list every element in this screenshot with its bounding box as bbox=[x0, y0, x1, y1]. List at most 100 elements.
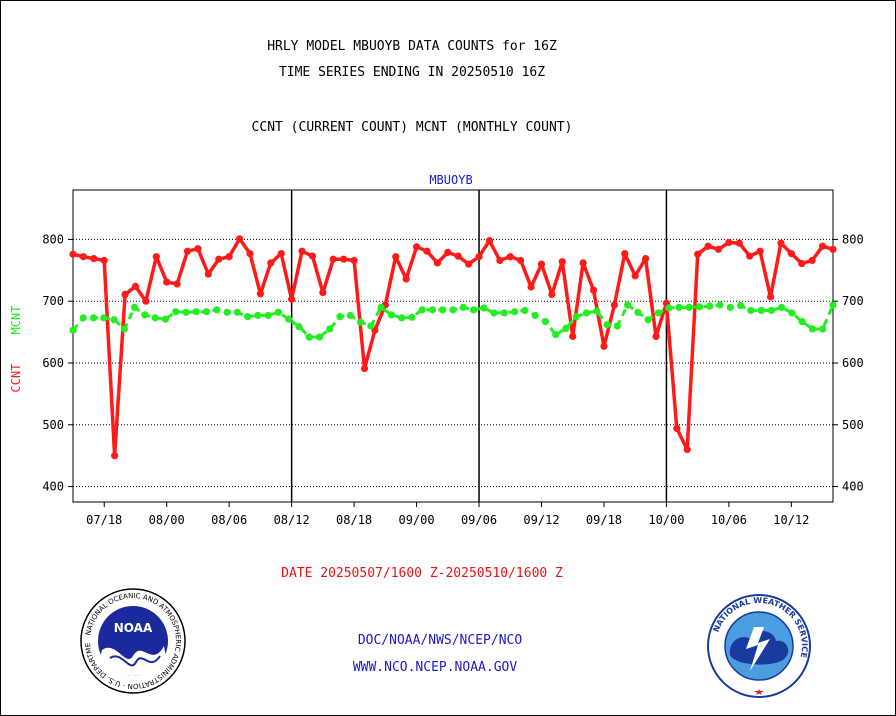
data-point-ccnt bbox=[454, 252, 462, 260]
data-point-ccnt bbox=[90, 254, 98, 263]
data-point-ccnt bbox=[808, 256, 816, 265]
data-point-mcnt bbox=[182, 308, 190, 316]
data-point-ccnt bbox=[548, 290, 556, 299]
data-point-ccnt bbox=[777, 239, 785, 247]
data-point-ccnt bbox=[79, 253, 88, 261]
data-point-ccnt bbox=[235, 235, 244, 243]
data-point-ccnt bbox=[579, 259, 587, 267]
data-point-mcnt bbox=[511, 308, 519, 316]
data-point-mcnt bbox=[315, 333, 324, 341]
data-point-ccnt bbox=[631, 272, 639, 280]
data-point-mcnt bbox=[572, 313, 580, 321]
data-point-mcnt bbox=[120, 325, 128, 333]
data-point-mcnt bbox=[480, 304, 488, 312]
y-tick-label-left: 600 bbox=[42, 356, 64, 370]
data-point-mcnt bbox=[254, 311, 262, 320]
data-point-mcnt bbox=[285, 315, 293, 323]
data-point-ccnt bbox=[246, 250, 254, 258]
plot-frame bbox=[72, 189, 834, 503]
data-point-mcnt bbox=[243, 313, 252, 321]
data-point-mcnt bbox=[264, 311, 272, 320]
data-point-mcnt bbox=[562, 324, 570, 332]
x-tick-label: 09/12 bbox=[523, 513, 559, 527]
data-point-ccnt bbox=[183, 247, 192, 255]
data-point-ccnt bbox=[496, 256, 504, 265]
x-tick-label: 10/12 bbox=[773, 513, 809, 527]
data-point-ccnt bbox=[465, 260, 473, 268]
data-point-ccnt bbox=[787, 250, 795, 258]
data-point-ccnt bbox=[152, 253, 160, 261]
data-point-ccnt bbox=[121, 290, 129, 299]
data-point-mcnt bbox=[541, 317, 550, 326]
data-point-mcnt bbox=[644, 316, 652, 324]
data-point-mcnt bbox=[69, 326, 77, 334]
data-point-ccnt bbox=[100, 256, 108, 265]
x-tick-label: 07/18 bbox=[86, 513, 122, 527]
data-point-ccnt bbox=[558, 258, 566, 266]
data-point-mcnt bbox=[634, 308, 642, 316]
data-point-ccnt bbox=[402, 275, 410, 283]
data-point-mcnt bbox=[367, 322, 375, 330]
data-point-ccnt bbox=[569, 332, 577, 341]
data-point-mcnt bbox=[767, 306, 775, 315]
data-point-mcnt bbox=[439, 306, 447, 314]
data-point-ccnt bbox=[506, 253, 514, 261]
date-range-label: DATE 20250507/1600 Z-20250510/1600 Z bbox=[281, 566, 563, 581]
x-tick-label: 09/00 bbox=[398, 513, 434, 527]
data-point-ccnt bbox=[319, 288, 327, 297]
noaa-logo: NATIONAL OCEANIC AND ATMOSPHERIC ADMINIS… bbox=[80, 588, 186, 694]
org-path-label: DOC/NOAA/NWS/NCEP/NCO bbox=[357, 633, 523, 648]
data-point-ccnt bbox=[704, 242, 712, 250]
data-point-ccnt bbox=[485, 237, 494, 245]
chart-subtitle: CCNT (CURRENT COUNT) MCNT (MONTHLY COUNT… bbox=[251, 120, 573, 135]
data-point-mcnt bbox=[387, 311, 395, 319]
data-point-ccnt bbox=[642, 254, 650, 263]
data-point-mcnt bbox=[295, 322, 303, 331]
data-point-ccnt bbox=[517, 256, 525, 265]
data-point-mcnt bbox=[202, 308, 211, 316]
data-point-ccnt bbox=[756, 247, 764, 255]
x-tick-label: 09/06 bbox=[461, 513, 497, 527]
data-point-mcnt bbox=[552, 330, 560, 339]
y-tick-label-right: 800 bbox=[842, 232, 864, 246]
data-point-mcnt bbox=[418, 306, 426, 314]
data-point-mcnt bbox=[131, 303, 139, 311]
data-point-ccnt bbox=[725, 238, 733, 247]
y-axis-label-ccnt: CCNT bbox=[9, 364, 23, 393]
data-point-mcnt bbox=[346, 311, 354, 320]
data-point-mcnt bbox=[377, 303, 385, 311]
data-point-ccnt bbox=[329, 255, 337, 263]
data-point-mcnt bbox=[490, 309, 498, 317]
x-tick-label: 10/06 bbox=[711, 513, 747, 527]
data-point-mcnt bbox=[736, 301, 745, 310]
data-point-mcnt bbox=[778, 303, 786, 311]
data-point-ccnt bbox=[131, 282, 140, 290]
data-point-ccnt bbox=[714, 245, 723, 253]
y-tick-label-right: 600 bbox=[842, 356, 864, 370]
data-point-mcnt bbox=[531, 311, 539, 320]
x-tick-label: 09/18 bbox=[586, 513, 622, 527]
data-point-mcnt bbox=[603, 321, 611, 329]
data-point-mcnt bbox=[716, 301, 724, 309]
noaa-logo-text: NOAA bbox=[114, 621, 153, 635]
data-point-mcnt bbox=[747, 306, 755, 315]
data-point-mcnt bbox=[521, 306, 529, 315]
data-point-mcnt bbox=[449, 306, 457, 314]
data-point-mcnt bbox=[356, 318, 365, 326]
y-axis-label-mcnt: MCNT bbox=[9, 306, 23, 335]
chart-title-line2: TIME SERIES ENDING IN 20250510 16Z bbox=[278, 65, 546, 80]
data-point-ccnt bbox=[350, 256, 358, 265]
data-point-mcnt bbox=[757, 306, 765, 315]
data-point-ccnt bbox=[142, 297, 150, 305]
data-point-ccnt bbox=[267, 259, 275, 267]
data-point-ccnt bbox=[818, 242, 827, 250]
data-point-ccnt bbox=[589, 286, 598, 294]
website-label: WWW.NCO.NCEP.NOAA.GOV bbox=[352, 660, 518, 675]
data-point-mcnt bbox=[428, 306, 437, 314]
data-point-mcnt bbox=[223, 308, 231, 316]
data-point-ccnt bbox=[475, 253, 483, 261]
data-point-ccnt bbox=[537, 260, 546, 268]
data-point-ccnt bbox=[673, 424, 681, 433]
data-point-ccnt bbox=[527, 283, 535, 291]
